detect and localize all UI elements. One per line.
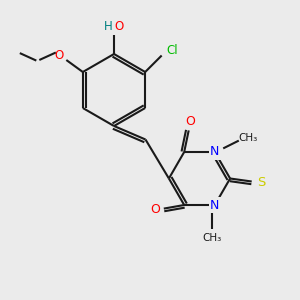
Text: S: S: [257, 176, 266, 189]
Text: O: O: [55, 49, 64, 62]
Text: N: N: [210, 146, 220, 158]
Text: N: N: [210, 199, 220, 212]
Text: O: O: [150, 203, 160, 216]
Text: H: H: [104, 20, 113, 33]
Text: O: O: [185, 115, 195, 128]
Text: Cl: Cl: [167, 44, 178, 57]
Text: CH₃: CH₃: [238, 133, 257, 142]
Text: CH₃: CH₃: [203, 233, 222, 243]
Text: O: O: [115, 20, 124, 33]
